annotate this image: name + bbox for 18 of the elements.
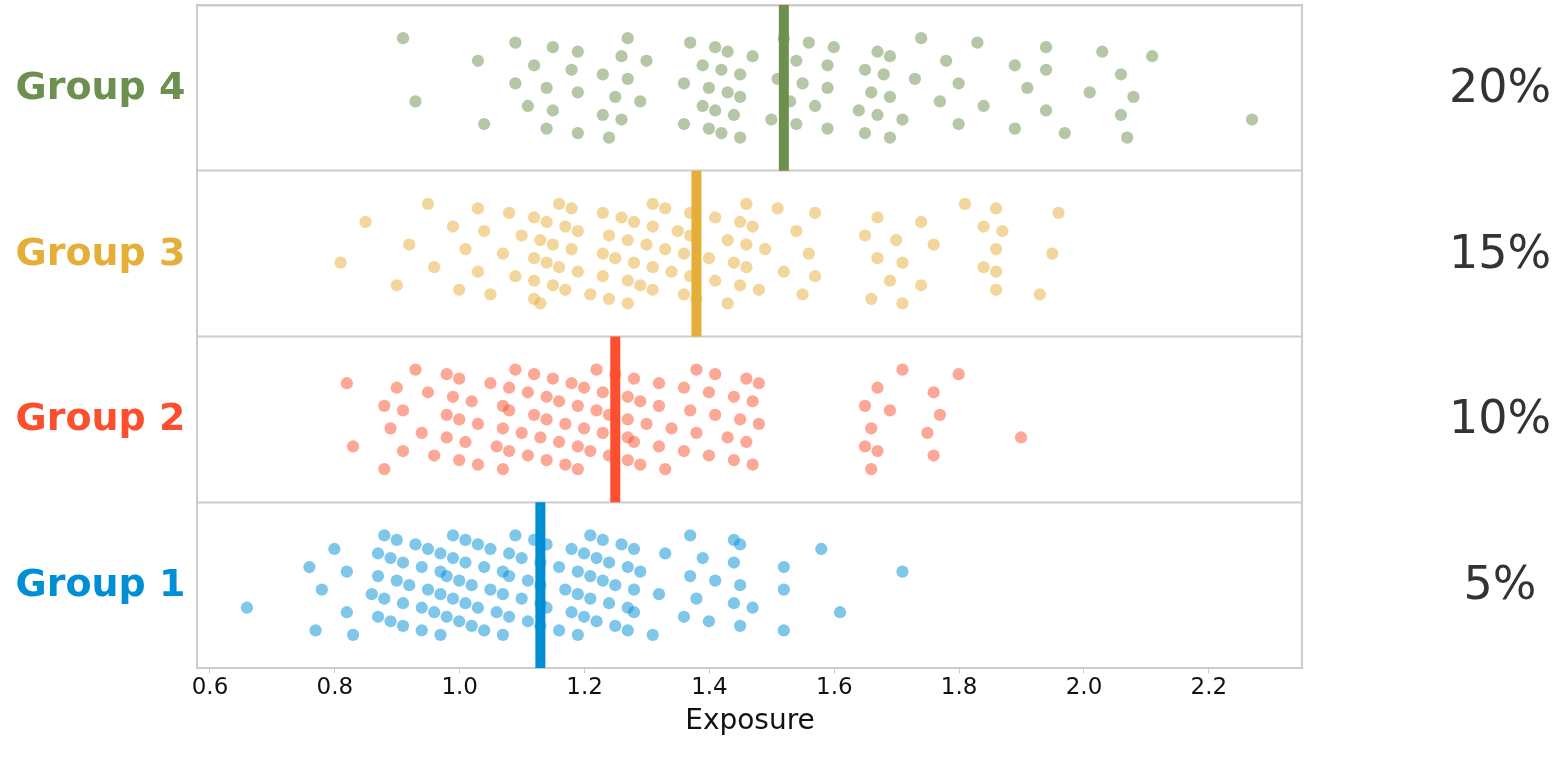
- text: 15%: [1448, 224, 1552, 279]
- y-tick-label: Group 3: [15, 229, 186, 274]
- x-tick-label: 0.6: [191, 672, 229, 699]
- y-tick-label: Group 4: [15, 63, 186, 108]
- x-tick-label: 1.8: [940, 672, 978, 699]
- x-tick-label: 0.8: [316, 672, 354, 699]
- x-tick-label: 1.0: [441, 672, 478, 699]
- y-tick-label: Group 1: [15, 561, 186, 606]
- x-tick-label: 2.0: [1065, 672, 1103, 699]
- x-axis-title: Exposure: [685, 702, 815, 736]
- text: 5%: [1463, 556, 1537, 611]
- y-tick-label: Group 2: [15, 395, 186, 440]
- x-tick-label: 1.6: [815, 672, 853, 699]
- text: 20%: [1448, 58, 1552, 113]
- text: 10%: [1448, 390, 1552, 445]
- x-tick-label: 1.2: [566, 672, 603, 699]
- x-tick-label: 1.4: [691, 672, 728, 699]
- x-tick-label: 2.2: [1190, 672, 1228, 699]
